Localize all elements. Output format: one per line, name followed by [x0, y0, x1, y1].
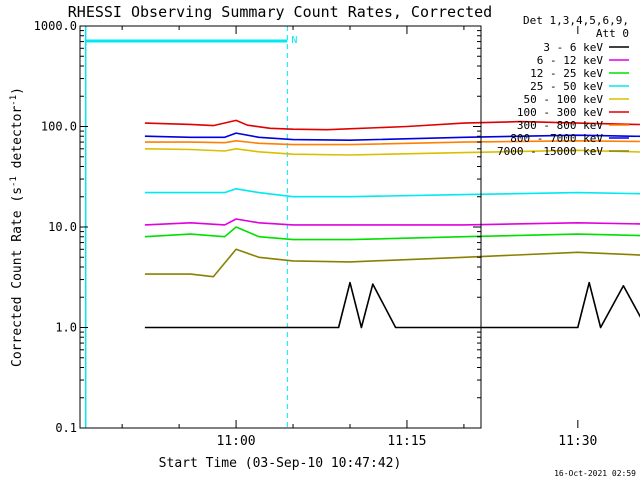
legend-label: 3 - 6 keV: [543, 41, 603, 54]
x-tick-label: 11:00: [217, 434, 256, 449]
series-line-4: [144, 148, 640, 156]
series-line-5: [144, 119, 640, 131]
legend-header-attenuator: Att 0: [596, 27, 629, 40]
x-tick-label: 11:15: [387, 434, 426, 449]
y-axis-label: Corrected Count Rate (s-1 detector-1): [9, 87, 25, 367]
x-tick-label: 11:30: [558, 434, 597, 449]
y-axis-label-mid: detector: [10, 106, 25, 177]
legend-label: 25 - 50 keV: [530, 80, 603, 93]
y-axis-label-sup2: -1: [9, 95, 19, 106]
legend-label: 800 - 7000 keV: [510, 132, 603, 145]
y-tick-label: 1.0: [55, 321, 77, 335]
y-axis-label-main: Corrected Count Rate (s: [10, 187, 25, 367]
series-line-6: [144, 140, 640, 146]
legend-label: 7000 - 15000 keV: [497, 145, 603, 158]
legend-label: 6 - 12 keV: [537, 54, 604, 67]
y-tick-label: 1000.0: [34, 19, 77, 33]
series-line-2: [144, 226, 640, 241]
y-axis-label-sup1: -1: [9, 176, 19, 187]
y-axis-label-end: ): [10, 87, 25, 95]
y-tick-label: 10.0: [48, 220, 77, 234]
generation-timestamp: 16-Oct-2021 02:59: [554, 469, 636, 478]
series-line-1: [144, 218, 640, 226]
legend-label: 50 - 100 keV: [524, 93, 604, 106]
legend-label: 100 - 300 keV: [517, 106, 603, 119]
legend-header-detectors: Det 1,3,4,5,6,9,: [523, 14, 629, 27]
series-line-8: [144, 248, 640, 278]
y-axis: 0.1 1.0 10.0 100.0 1000.0: [34, 19, 481, 435]
series-line-7: [144, 132, 640, 141]
series-layer: [144, 119, 640, 329]
chart-title: RHESSI Observing Summary Count Rates, Co…: [68, 3, 492, 21]
legend-label: 300 - 800 keV: [517, 119, 603, 132]
x-axis-label: Start Time (03-Sep-10 10:47:42): [159, 456, 402, 471]
y-tick-label: 100.0: [41, 120, 77, 134]
night-marker-label: N: [291, 35, 297, 46]
series-line-3: [144, 188, 640, 198]
legend-label: 12 - 25 keV: [530, 67, 603, 80]
y-tick-label: 0.1: [55, 421, 77, 435]
series-line-0: [144, 281, 640, 329]
